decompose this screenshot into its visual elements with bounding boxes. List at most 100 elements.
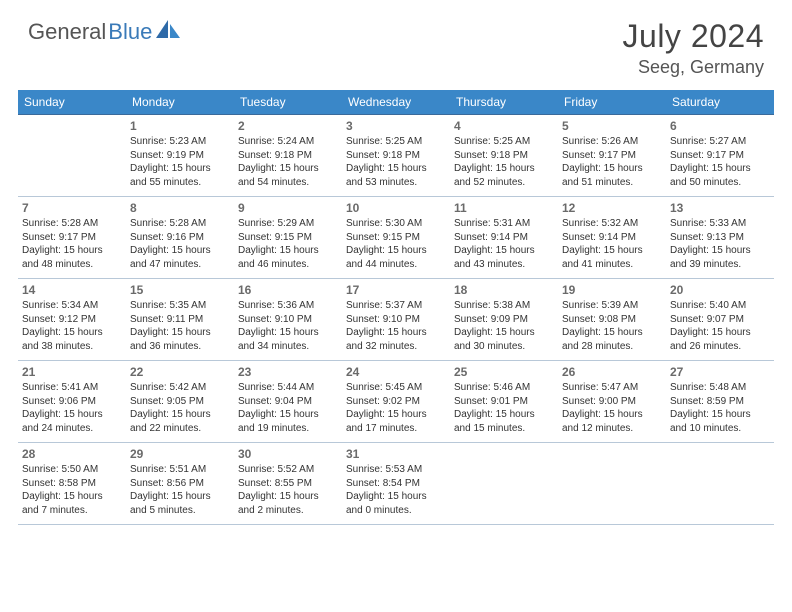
day-cell: 21Sunrise: 5:41 AMSunset: 9:06 PMDayligh… xyxy=(18,361,126,443)
brand-logo: General Blue xyxy=(28,18,182,45)
daylight-line: Daylight: 15 hours and 46 minutes. xyxy=(238,244,338,271)
sunrise-line: Sunrise: 5:45 AM xyxy=(346,381,446,395)
sunset-line: Sunset: 9:13 PM xyxy=(670,231,770,245)
day-cell: 27Sunrise: 5:48 AMSunset: 8:59 PMDayligh… xyxy=(666,361,774,443)
daylight-line: Daylight: 15 hours and 19 minutes. xyxy=(238,408,338,435)
day-number: 6 xyxy=(670,118,770,134)
sunset-line: Sunset: 9:08 PM xyxy=(562,313,662,327)
location-text: Seeg, Germany xyxy=(623,57,764,78)
daylight-line: Daylight: 15 hours and 22 minutes. xyxy=(130,408,230,435)
daylight-line: Daylight: 15 hours and 28 minutes. xyxy=(562,326,662,353)
calendar-row: 14Sunrise: 5:34 AMSunset: 9:12 PMDayligh… xyxy=(18,279,774,361)
day-number: 23 xyxy=(238,364,338,380)
day-cell: 29Sunrise: 5:51 AMSunset: 8:56 PMDayligh… xyxy=(126,443,234,525)
empty-cell xyxy=(558,443,666,525)
sunrise-line: Sunrise: 5:42 AM xyxy=(130,381,230,395)
day-cell: 25Sunrise: 5:46 AMSunset: 9:01 PMDayligh… xyxy=(450,361,558,443)
sunrise-line: Sunrise: 5:35 AM xyxy=(130,299,230,313)
page-header: General Blue July 2024 Seeg, Germany xyxy=(0,0,792,86)
calendar-row: 7Sunrise: 5:28 AMSunset: 9:17 PMDaylight… xyxy=(18,197,774,279)
day-number: 12 xyxy=(562,200,662,216)
sunset-line: Sunset: 9:09 PM xyxy=(454,313,554,327)
day-number: 9 xyxy=(238,200,338,216)
sunset-line: Sunset: 9:15 PM xyxy=(346,231,446,245)
sunrise-line: Sunrise: 5:44 AM xyxy=(238,381,338,395)
day-number: 8 xyxy=(130,200,230,216)
sunset-line: Sunset: 9:14 PM xyxy=(562,231,662,245)
day-number: 16 xyxy=(238,282,338,298)
sunrise-line: Sunrise: 5:38 AM xyxy=(454,299,554,313)
daylight-line: Daylight: 15 hours and 34 minutes. xyxy=(238,326,338,353)
sunrise-line: Sunrise: 5:51 AM xyxy=(130,463,230,477)
day-number: 25 xyxy=(454,364,554,380)
day-number: 26 xyxy=(562,364,662,380)
day-number: 2 xyxy=(238,118,338,134)
day-cell: 14Sunrise: 5:34 AMSunset: 9:12 PMDayligh… xyxy=(18,279,126,361)
daylight-line: Daylight: 15 hours and 5 minutes. xyxy=(130,490,230,517)
day-cell: 20Sunrise: 5:40 AMSunset: 9:07 PMDayligh… xyxy=(666,279,774,361)
sunset-line: Sunset: 9:17 PM xyxy=(22,231,122,245)
sunset-line: Sunset: 8:59 PM xyxy=(670,395,770,409)
sunrise-line: Sunrise: 5:25 AM xyxy=(454,135,554,149)
day-cell: 1Sunrise: 5:23 AMSunset: 9:19 PMDaylight… xyxy=(126,115,234,197)
daylight-line: Daylight: 15 hours and 26 minutes. xyxy=(670,326,770,353)
day-cell: 31Sunrise: 5:53 AMSunset: 8:54 PMDayligh… xyxy=(342,443,450,525)
sunrise-line: Sunrise: 5:41 AM xyxy=(22,381,122,395)
sunrise-line: Sunrise: 5:46 AM xyxy=(454,381,554,395)
day-cell: 9Sunrise: 5:29 AMSunset: 9:15 PMDaylight… xyxy=(234,197,342,279)
sunrise-line: Sunrise: 5:30 AM xyxy=(346,217,446,231)
day-cell: 8Sunrise: 5:28 AMSunset: 9:16 PMDaylight… xyxy=(126,197,234,279)
day-cell: 16Sunrise: 5:36 AMSunset: 9:10 PMDayligh… xyxy=(234,279,342,361)
daylight-line: Daylight: 15 hours and 48 minutes. xyxy=(22,244,122,271)
day-number: 19 xyxy=(562,282,662,298)
empty-cell xyxy=(450,443,558,525)
day-number: 27 xyxy=(670,364,770,380)
sunrise-line: Sunrise: 5:27 AM xyxy=(670,135,770,149)
daylight-line: Daylight: 15 hours and 43 minutes. xyxy=(454,244,554,271)
title-block: July 2024 Seeg, Germany xyxy=(623,18,764,78)
sunset-line: Sunset: 9:18 PM xyxy=(454,149,554,163)
day-number: 14 xyxy=(22,282,122,298)
daylight-line: Daylight: 15 hours and 51 minutes. xyxy=(562,162,662,189)
sunrise-line: Sunrise: 5:24 AM xyxy=(238,135,338,149)
sunset-line: Sunset: 9:10 PM xyxy=(346,313,446,327)
day-number: 11 xyxy=(454,200,554,216)
day-cell: 30Sunrise: 5:52 AMSunset: 8:55 PMDayligh… xyxy=(234,443,342,525)
daylight-line: Daylight: 15 hours and 39 minutes. xyxy=(670,244,770,271)
calendar-row: 28Sunrise: 5:50 AMSunset: 8:58 PMDayligh… xyxy=(18,443,774,525)
day-header: Sunday xyxy=(18,90,126,115)
sunrise-line: Sunrise: 5:33 AM xyxy=(670,217,770,231)
sunrise-line: Sunrise: 5:36 AM xyxy=(238,299,338,313)
sunset-line: Sunset: 8:54 PM xyxy=(346,477,446,491)
day-cell: 3Sunrise: 5:25 AMSunset: 9:18 PMDaylight… xyxy=(342,115,450,197)
calendar-row: 21Sunrise: 5:41 AMSunset: 9:06 PMDayligh… xyxy=(18,361,774,443)
daylight-line: Daylight: 15 hours and 30 minutes. xyxy=(454,326,554,353)
day-cell: 6Sunrise: 5:27 AMSunset: 9:17 PMDaylight… xyxy=(666,115,774,197)
sunrise-line: Sunrise: 5:23 AM xyxy=(130,135,230,149)
daylight-line: Daylight: 15 hours and 53 minutes. xyxy=(346,162,446,189)
day-cell: 10Sunrise: 5:30 AMSunset: 9:15 PMDayligh… xyxy=(342,197,450,279)
day-header: Monday xyxy=(126,90,234,115)
day-number: 31 xyxy=(346,446,446,462)
sunrise-line: Sunrise: 5:26 AM xyxy=(562,135,662,149)
sunrise-line: Sunrise: 5:29 AM xyxy=(238,217,338,231)
day-header: Thursday xyxy=(450,90,558,115)
sunrise-line: Sunrise: 5:34 AM xyxy=(22,299,122,313)
daylight-line: Daylight: 15 hours and 2 minutes. xyxy=(238,490,338,517)
daylight-line: Daylight: 15 hours and 0 minutes. xyxy=(346,490,446,517)
sunset-line: Sunset: 9:05 PM xyxy=(130,395,230,409)
calendar-body: 1Sunrise: 5:23 AMSunset: 9:19 PMDaylight… xyxy=(18,115,774,525)
daylight-line: Daylight: 15 hours and 32 minutes. xyxy=(346,326,446,353)
sunset-line: Sunset: 9:01 PM xyxy=(454,395,554,409)
day-number: 22 xyxy=(130,364,230,380)
day-cell: 22Sunrise: 5:42 AMSunset: 9:05 PMDayligh… xyxy=(126,361,234,443)
day-cell: 26Sunrise: 5:47 AMSunset: 9:00 PMDayligh… xyxy=(558,361,666,443)
sunset-line: Sunset: 9:18 PM xyxy=(346,149,446,163)
day-number: 17 xyxy=(346,282,446,298)
daylight-line: Daylight: 15 hours and 7 minutes. xyxy=(22,490,122,517)
day-cell: 5Sunrise: 5:26 AMSunset: 9:17 PMDaylight… xyxy=(558,115,666,197)
day-header: Friday xyxy=(558,90,666,115)
daylight-line: Daylight: 15 hours and 44 minutes. xyxy=(346,244,446,271)
daylight-line: Daylight: 15 hours and 15 minutes. xyxy=(454,408,554,435)
sunset-line: Sunset: 8:55 PM xyxy=(238,477,338,491)
